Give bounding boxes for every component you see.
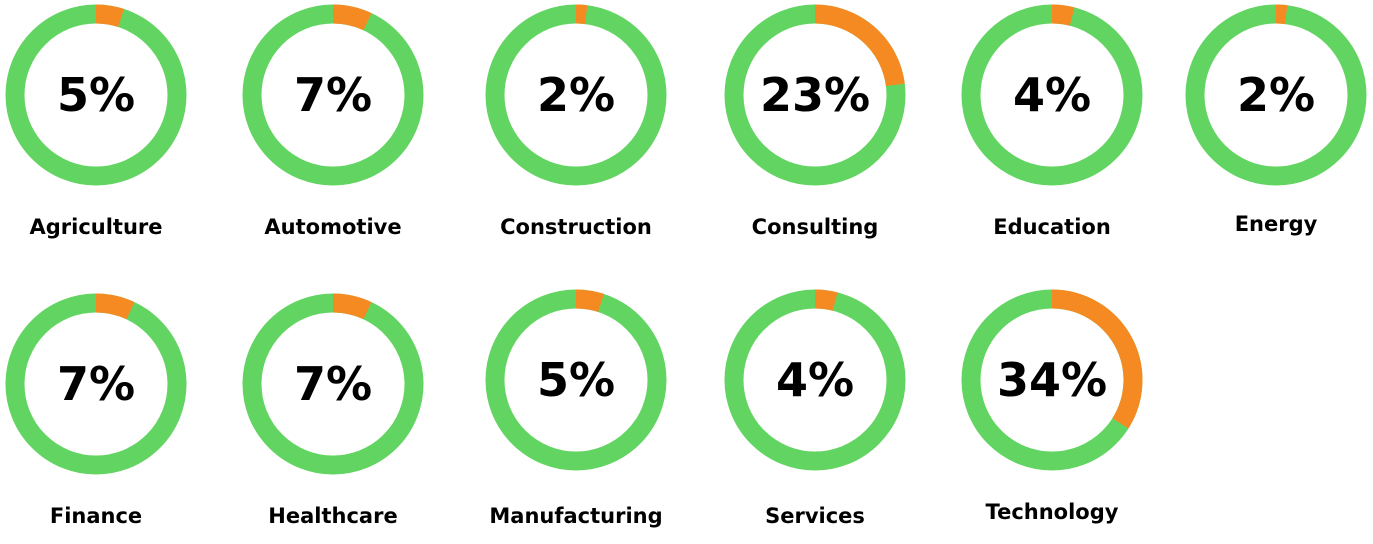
value-label-construction: 2% bbox=[536, 68, 616, 122]
category-label-technology: Technology bbox=[985, 500, 1119, 524]
category-label-consulting: Consulting bbox=[751, 215, 879, 239]
donut-segment-construction bbox=[575, 4, 588, 25]
category-label-healthcare: Healthcare bbox=[268, 504, 398, 528]
value-label-automotive: 7% bbox=[293, 68, 373, 122]
donut-segment-energy bbox=[1275, 4, 1288, 25]
donut-automotive-svg bbox=[242, 4, 424, 186]
value-label-technology: 34% bbox=[996, 353, 1108, 407]
value-label-finance: 7% bbox=[56, 357, 136, 411]
category-label-manufacturing: Manufacturing bbox=[489, 504, 663, 528]
category-label-agriculture: Agriculture bbox=[29, 215, 163, 239]
donut-segment-agriculture bbox=[95, 4, 124, 28]
value-label-agriculture: 5% bbox=[56, 68, 136, 122]
donut-segment-education bbox=[1051, 4, 1075, 26]
donut-energy: 2% bbox=[1185, 4, 1367, 186]
donut-segment-automotive bbox=[332, 4, 372, 31]
donut-technology: 34% bbox=[961, 289, 1143, 471]
value-label-energy: 2% bbox=[1236, 68, 1316, 122]
value-label-services: 4% bbox=[775, 353, 855, 407]
category-label-education: Education bbox=[993, 215, 1111, 239]
value-label-healthcare: 7% bbox=[293, 357, 373, 411]
donut-automotive: 7% bbox=[242, 4, 424, 186]
donut-education: 4% bbox=[961, 4, 1143, 186]
category-label-automotive: Automotive bbox=[264, 215, 402, 239]
donut-segment-manufacturing bbox=[575, 289, 604, 313]
donut-energy-svg bbox=[1185, 4, 1367, 186]
donut-finance-svg bbox=[5, 293, 187, 475]
donut-segment-consulting bbox=[814, 4, 905, 87]
donut-agriculture: 5% bbox=[5, 4, 187, 186]
donut-agriculture-svg bbox=[5, 4, 187, 186]
donut-segment-services bbox=[814, 289, 838, 311]
donut-segment-technology bbox=[1051, 289, 1143, 429]
donut-construction: 2% bbox=[485, 4, 667, 186]
donut-segment-finance bbox=[95, 293, 135, 320]
value-label-education: 4% bbox=[1012, 68, 1092, 122]
donut-manufacturing-svg bbox=[485, 289, 667, 471]
category-label-energy: Energy bbox=[1234, 212, 1318, 236]
donut-consulting: 23% bbox=[724, 4, 906, 186]
donut-education-svg bbox=[961, 4, 1143, 186]
value-label-manufacturing: 5% bbox=[536, 353, 616, 407]
donut-construction-svg bbox=[485, 4, 667, 186]
value-label-consulting: 23% bbox=[759, 68, 871, 122]
donut-services: 4% bbox=[724, 289, 906, 471]
donut-technology-svg bbox=[961, 289, 1143, 471]
donut-healthcare: 7% bbox=[242, 293, 424, 475]
donut-services-svg bbox=[724, 289, 906, 471]
donut-healthcare-svg bbox=[242, 293, 424, 475]
category-label-construction: Construction bbox=[500, 215, 652, 239]
donut-finance: 7% bbox=[5, 293, 187, 475]
donut-consulting-svg bbox=[724, 4, 906, 186]
donut-manufacturing: 5% bbox=[485, 289, 667, 471]
donut-segment-healthcare bbox=[332, 293, 372, 320]
category-label-services: Services bbox=[765, 504, 865, 528]
category-label-finance: Finance bbox=[49, 504, 143, 528]
